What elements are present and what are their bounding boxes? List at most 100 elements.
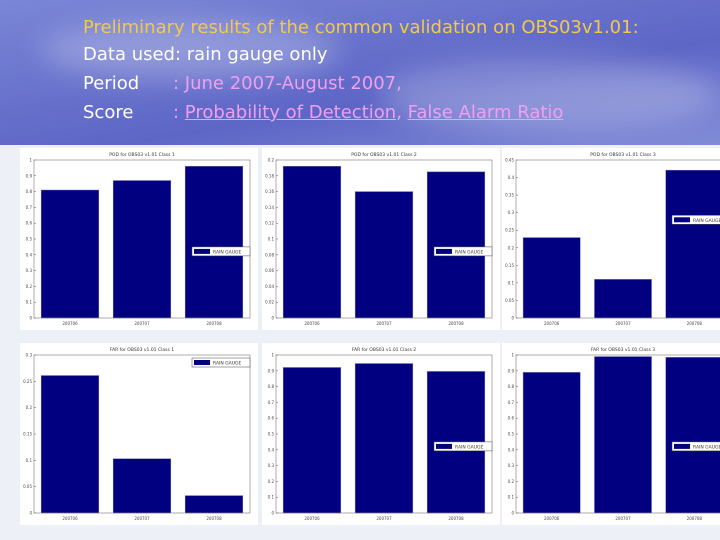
bar bbox=[426, 171, 486, 319]
legend-swatch bbox=[194, 360, 210, 365]
y-tick-label: 0.3 bbox=[508, 463, 515, 468]
legend-swatch bbox=[194, 248, 210, 254]
y-tick-label: 1 bbox=[511, 353, 514, 358]
y-tick-label: 0.3 bbox=[268, 463, 275, 468]
y-tick-label: 0.4 bbox=[268, 447, 275, 452]
x-tick-label: 200707 bbox=[134, 321, 150, 326]
bar bbox=[112, 180, 172, 319]
bar bbox=[354, 191, 414, 319]
pod-link[interactable]: Probability of Detection bbox=[184, 102, 397, 123]
score-label: Score bbox=[83, 102, 134, 123]
bar bbox=[594, 279, 652, 319]
y-tick-label: 0.2 bbox=[26, 284, 33, 289]
y-tick-label: 0.1 bbox=[508, 280, 515, 285]
bar bbox=[665, 169, 720, 319]
y-tick-label: 1 bbox=[271, 353, 274, 358]
data-used-value: : rain gauge only bbox=[175, 44, 328, 65]
x-tick-label: 200706 bbox=[544, 321, 560, 326]
cloud-decoration bbox=[380, 60, 720, 130]
cloud-decoration bbox=[40, 20, 340, 80]
y-tick-label: 0 bbox=[271, 316, 274, 321]
legend-box bbox=[191, 246, 251, 257]
bar bbox=[522, 372, 581, 514]
x-tick-label: 200706 bbox=[304, 516, 320, 521]
bar bbox=[282, 166, 342, 319]
legend-label: RAIN GAUGE bbox=[213, 249, 241, 255]
legend-label: RAIN GAUGE bbox=[693, 444, 720, 450]
y-tick-label: 0.2 bbox=[26, 405, 33, 410]
y-tick-label: 0.1 bbox=[26, 458, 33, 463]
y-tick-label: 0 bbox=[511, 316, 514, 321]
x-tick-label: 200706 bbox=[304, 321, 320, 326]
bar bbox=[282, 367, 342, 514]
y-tick-label: 0.1 bbox=[268, 495, 275, 500]
bar bbox=[354, 363, 414, 514]
x-tick-label: 200707 bbox=[134, 516, 150, 521]
bar bbox=[184, 495, 244, 514]
plot-frame bbox=[33, 354, 251, 514]
y-tick-label: 0.8 bbox=[268, 384, 275, 389]
legend-box bbox=[671, 441, 720, 452]
bar-chart: FAR for OBS03 v1.01 Class 1 0 0.05 0.1 0.15 0… bbox=[23, 347, 251, 521]
far-link[interactable]: False Alarm Ratio bbox=[407, 102, 564, 123]
chart-title: FAR for OBS03 v1.01 Class 3 bbox=[591, 347, 655, 353]
y-tick-label: 0.18 bbox=[265, 173, 274, 178]
plot-frame bbox=[275, 354, 493, 514]
legend-swatch bbox=[436, 248, 452, 254]
y-tick-label: 0.02 bbox=[265, 300, 274, 305]
bar bbox=[112, 458, 172, 514]
y-tick-label: 0.4 bbox=[26, 252, 33, 257]
y-tick-label: 0.16 bbox=[265, 189, 274, 194]
y-tick-label: 0 bbox=[511, 511, 514, 516]
plot-frame bbox=[33, 159, 251, 319]
y-tick-label: 1 bbox=[29, 158, 32, 163]
y-tick-label: 0.25 bbox=[23, 379, 32, 384]
y-tick-label: 0.3 bbox=[508, 210, 515, 215]
y-tick-label: 0.1 bbox=[268, 237, 275, 242]
slide-title: Preliminary results of the common valida… bbox=[83, 17, 639, 38]
y-tick-label: 0.4 bbox=[508, 175, 515, 180]
y-tick-label: 0.06 bbox=[265, 268, 274, 273]
y-tick-label: 0.12 bbox=[265, 221, 274, 226]
y-tick-label: 0.9 bbox=[268, 368, 275, 373]
plot-frame bbox=[275, 159, 493, 319]
legend-box bbox=[433, 441, 493, 452]
y-tick-label: 0.45 bbox=[505, 158, 514, 163]
x-tick-label: 200708 bbox=[448, 321, 464, 326]
x-tick-label: 200707 bbox=[615, 516, 631, 521]
y-tick-label: 0.8 bbox=[508, 384, 515, 389]
chart-panel: FAR for OBS03 v1.01 Class 2 0 0.1 0.2 0.3 0.4… bbox=[262, 343, 500, 525]
y-tick-label: 0.1 bbox=[26, 300, 33, 305]
y-tick-label: 0.7 bbox=[268, 400, 275, 405]
period-label: Period bbox=[83, 73, 140, 94]
score-comma: , bbox=[396, 102, 408, 123]
bar bbox=[40, 189, 100, 319]
y-tick-label: 0 bbox=[29, 316, 32, 321]
x-tick-label: 200706 bbox=[62, 516, 78, 521]
y-tick-label: 0.2 bbox=[268, 479, 275, 484]
plot-frame bbox=[515, 159, 720, 319]
legend-label: RAIN GAUGE bbox=[455, 444, 483, 450]
score-separator: : bbox=[173, 102, 185, 123]
legend-swatch bbox=[674, 443, 690, 449]
period-value: : June 2007-August 2007, bbox=[173, 73, 402, 94]
y-tick-label: 0.6 bbox=[26, 221, 33, 226]
y-tick-label: 0.2 bbox=[268, 158, 275, 163]
y-tick-label: 0.15 bbox=[505, 263, 514, 268]
bar-chart: FAR for OBS03 v1.01 Class 2 0 0.1 0.2 0.3 0.4… bbox=[268, 347, 493, 521]
bar bbox=[184, 166, 244, 319]
bar-chart: FAR for OBS03 v1.01 Class 3 0 0.1 0.2 0.3 0.4… bbox=[508, 347, 720, 521]
slide-header: Preliminary results of the common valida… bbox=[83, 16, 639, 127]
period-line: Period : June 2007-August 2007, bbox=[83, 69, 639, 98]
y-tick-label: 0.05 bbox=[505, 298, 514, 303]
y-tick-label: 0.6 bbox=[268, 416, 275, 421]
y-tick-label: 0.5 bbox=[268, 432, 275, 437]
chart-title: FAR for OBS03 v1.01 Class 1 bbox=[110, 347, 174, 353]
legend-box bbox=[671, 215, 720, 225]
y-tick-label: 0.7 bbox=[26, 205, 33, 210]
x-tick-label: 200706 bbox=[62, 321, 78, 326]
y-tick-label: 0.3 bbox=[26, 353, 33, 358]
bar bbox=[665, 357, 720, 514]
legend-swatch bbox=[674, 217, 690, 223]
chart-title: POD for OBS03 v1.01 Class 1 bbox=[109, 152, 175, 158]
